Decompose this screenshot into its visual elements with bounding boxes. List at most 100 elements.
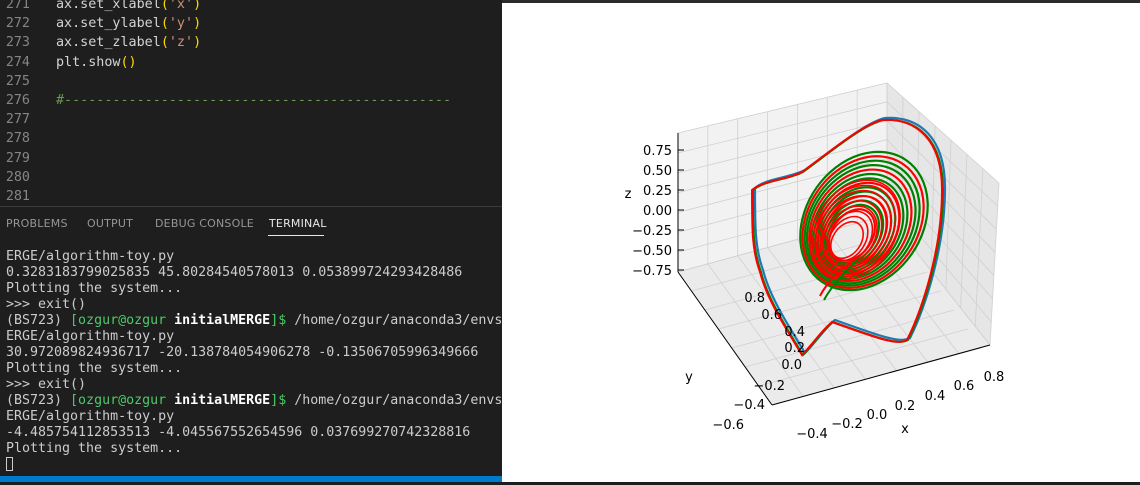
y-grid-line (945, 140, 952, 290)
code-line[interactable]: 275 (0, 72, 502, 91)
code-line[interactable]: 278 (0, 129, 502, 148)
code-line[interactable]: 276 #------------------------------------… (0, 91, 502, 110)
panel-tabs: PROBLEMS OUTPUT DEBUG CONSOLE TERMINAL (0, 207, 502, 241)
terminal-text: Plotting the system... (6, 281, 183, 296)
terminal-line: 0.3283183799025835 45.80284540578013 0.0… (6, 265, 502, 281)
terminal-text: 0.3283183799025835 45.80284540578013 0.0… (6, 265, 463, 280)
code-line[interactable]: 281 (0, 187, 502, 206)
terminal-text: >>> exit() (6, 297, 87, 312)
terminal-line: 30.972089824936717 -20.138784054906278 -… (6, 345, 502, 361)
terminal-text: ERGE/algorithm-toy.py (6, 409, 175, 424)
code-token: plt.show (56, 54, 121, 70)
code-line[interactable]: 279 (0, 149, 502, 168)
terminal-line: (BS723) [ozgur@ozgur initialMERGE]$ /hom… (6, 393, 502, 409)
spiral-loop-red (822, 205, 878, 268)
code-token: ( (160, 0, 169, 12)
line-number: 274 (5, 54, 30, 70)
code-line[interactable]: 280 (0, 168, 502, 187)
x-tick-label: 0.0 (867, 408, 888, 423)
z-tick-label: −0.50 (632, 244, 672, 259)
line-number: 272 (5, 16, 30, 32)
y-axis-line (677, 271, 773, 406)
terminal-prompt-line[interactable] (6, 457, 502, 473)
terminal-line: ERGE/algorithm-toy.py (6, 249, 502, 265)
spiral-loop (799, 150, 929, 292)
floor-pane (678, 215, 990, 405)
spiral-loop-red (829, 220, 865, 260)
spiral-loop-red (814, 189, 892, 276)
spiral-loop-red (809, 179, 901, 281)
code-line[interactable]: 271 ax.set_xlabel('x') (0, 0, 502, 14)
line-number: 273 (5, 35, 30, 51)
terminal-text: [ozgur@ozgur (70, 393, 175, 408)
spiral-loop-red (827, 215, 869, 262)
code-line[interactable]: 277 (0, 110, 502, 129)
line-number: 280 (5, 169, 30, 185)
y-grid-line (758, 328, 968, 387)
code-token: ) (193, 16, 202, 32)
terminal-line: >>> exit() (6, 297, 502, 313)
axis-lines (677, 133, 991, 406)
z-axis-label: z (625, 187, 632, 202)
y-tick-label: 0.2 (784, 341, 805, 356)
spiral-loop (808, 168, 913, 283)
y-tick-label: 0.8 (744, 291, 765, 306)
z-tick-label: −0.75 (632, 264, 672, 279)
code-token: ( (160, 16, 169, 32)
z-tick-label: 0.25 (643, 184, 672, 199)
spiral-loop-red (824, 210, 874, 265)
code-token: () (120, 54, 137, 70)
terminal-line: Plotting the system... (6, 441, 502, 457)
tab-problems[interactable]: PROBLEMS (6, 217, 68, 230)
trajectory-curves (750, 116, 947, 357)
status-bar (0, 476, 502, 482)
3d-plot[interactable]: 0.750.500.250.00−0.25−0.50−0.75−0.6−0.4−… (502, 0, 1140, 485)
terminal-line: -4.485754112853513 -4.045567552654596 0.… (6, 425, 502, 441)
line-number: 276 (5, 93, 30, 108)
axis-panes (678, 83, 999, 405)
y-grid-line (974, 168, 984, 327)
code-token: ( (160, 35, 169, 51)
terminal-output[interactable]: ERGE/algorithm-toy.py 0.3283183799025835 … (6, 249, 502, 473)
tab-output[interactable]: OUTPUT (87, 217, 134, 230)
code-line[interactable]: 274 plt.show() (0, 53, 502, 72)
terminal-text: 30.972089824936717 -20.138784054906278 -… (6, 345, 479, 360)
terminal-text: ERGE/algorithm-toy.py (6, 249, 175, 264)
code-token: #---------------------------------------… (56, 93, 452, 108)
x-axis-line (771, 344, 991, 406)
spiral-loop (803, 159, 921, 287)
terminal-line: >>> exit() (6, 377, 502, 393)
terminal-line: ERGE/algorithm-toy.py (6, 409, 502, 425)
terminal-text: initialMERGE (174, 393, 271, 408)
spiral-loop-red (819, 200, 883, 270)
y-grid-line (677, 214, 888, 273)
spiral-loop (801, 155, 925, 289)
terminal-text: Plotting the system... (6, 361, 183, 376)
code-token: ) (193, 35, 202, 51)
code-line[interactable]: 272 ax.set_ylabel('y') (0, 14, 502, 33)
line-code: ax.set_ylabel('y') (56, 14, 201, 33)
y-tick-label: 0.0 (781, 358, 802, 373)
x-tick-label: −0.2 (831, 417, 863, 432)
terminal-text: Plotting the system... (6, 441, 183, 456)
line-number: 278 (5, 131, 30, 147)
spiral-loop-red (816, 194, 888, 273)
tab-terminal[interactable]: TERMINAL (269, 217, 327, 230)
y-tick-label: −0.6 (712, 418, 744, 433)
terminal-text: ]$ (270, 393, 287, 408)
connector-red (819, 261, 853, 297)
terminal-line: (BS723) [ozgur@ozgur initialMERGE]$ /hom… (6, 313, 502, 329)
code-editor[interactable]: 271 ax.set_xlabel('x') 272 ax.set_ylabel('y… (0, 0, 502, 206)
plot-window[interactable]: 0.75 0.50 0.25 0.00 −0.25 −0.50 −0.75 −0.6 −0.4−… (502, 0, 1140, 482)
y-grid-line (989, 182, 1000, 346)
series-blue (753, 116, 947, 355)
code-line[interactable]: 273 ax.set_zlabel('z') (0, 33, 502, 52)
y-grid-line (718, 271, 928, 330)
code-token: 'y' (168, 16, 194, 32)
terminal-text: initialMERGE (174, 313, 271, 328)
code-token: ) (193, 0, 202, 12)
line-code: ax.set_xlabel('x') (56, 0, 201, 14)
code-token: 'x' (168, 0, 194, 12)
tab-debug-console[interactable]: DEBUG CONSOLE (155, 217, 254, 230)
terminal-cursor (6, 457, 13, 471)
